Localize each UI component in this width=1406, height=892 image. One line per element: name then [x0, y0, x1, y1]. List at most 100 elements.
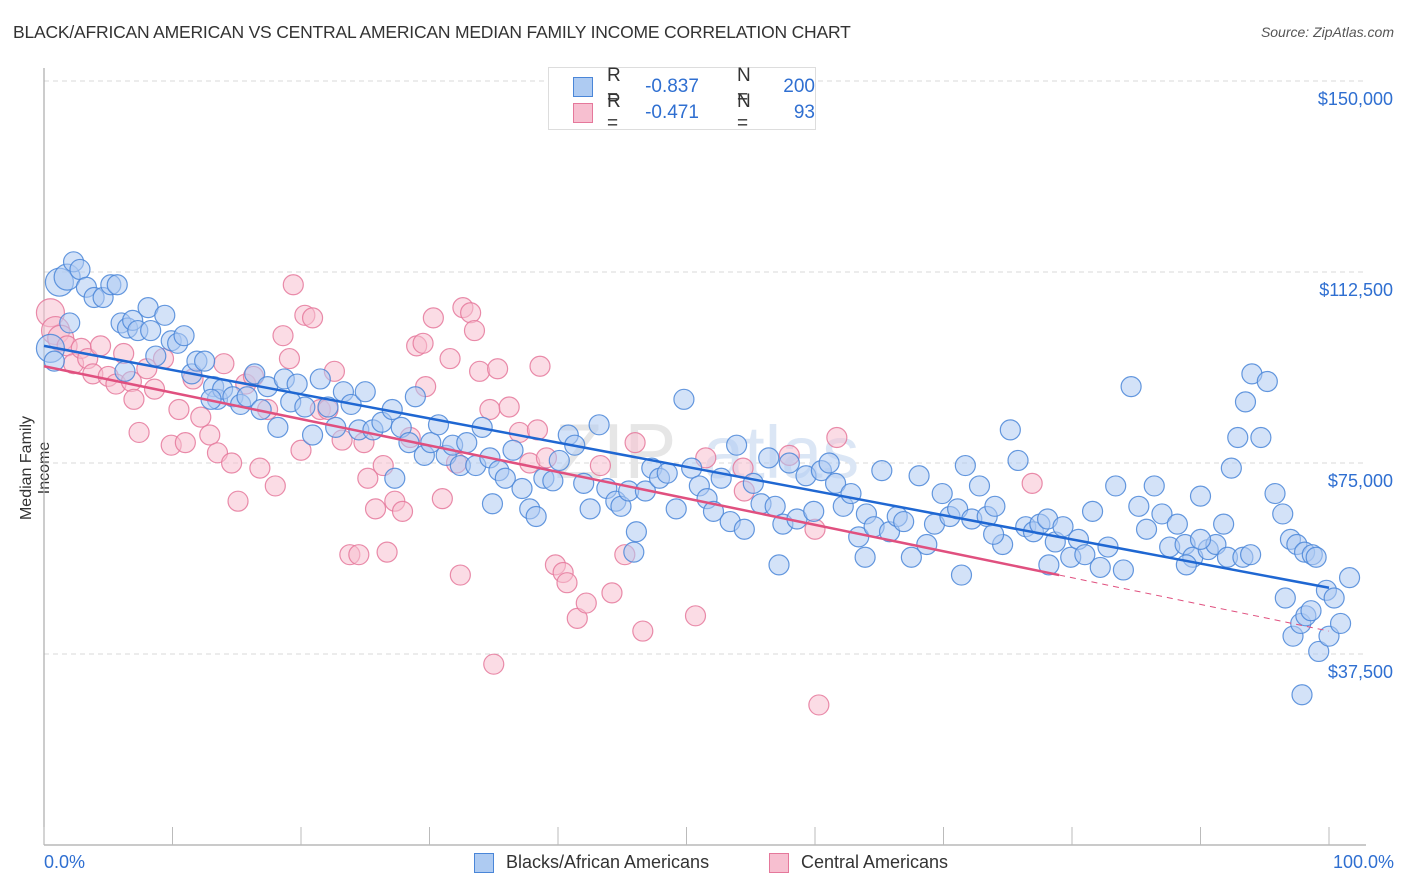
data-point-black-african-american	[673, 388, 695, 410]
data-point-black-african-american	[1105, 475, 1127, 497]
data-point-black-african-american	[59, 312, 81, 334]
data-point-central-american	[624, 432, 646, 454]
data-point-black-african-american	[1038, 554, 1060, 576]
data-point-central-american	[221, 452, 243, 474]
trend-lines	[43, 344, 1330, 632]
data-point-central-american	[469, 360, 491, 382]
data-point-central-american	[479, 398, 501, 421]
data-point-black-african-american	[893, 510, 915, 533]
data-point-central-american	[1021, 472, 1043, 494]
y-tick-label: $37,500	[1328, 662, 1393, 682]
data-point-black-african-american	[69, 258, 91, 281]
gridlines	[44, 80, 1366, 655]
data-point-black-african-american	[317, 396, 339, 418]
data-point-black-african-american	[908, 465, 930, 487]
data-point-black-african-american	[803, 500, 825, 522]
data-point-central-american	[168, 398, 190, 421]
data-point-black-african-american	[542, 470, 564, 492]
stats-row-central: R = -0.471 N = 93	[573, 91, 815, 134]
data-point-central-american	[508, 421, 531, 444]
data-point-central-american	[808, 694, 830, 716]
data-point-black-african-american	[742, 472, 764, 494]
data-point-black-african-american	[1234, 391, 1257, 413]
data-point-black-african-american	[768, 554, 790, 576]
data-point-black-african-american	[579, 498, 601, 520]
data-point-black-african-american	[1329, 612, 1352, 635]
data-point-central-american	[498, 396, 520, 418]
data-point-central-american	[463, 319, 486, 342]
data-point-black-african-american	[702, 500, 725, 522]
data-point-black-african-american	[824, 472, 847, 494]
trend-line-central	[43, 365, 1060, 577]
data-point-black-african-american	[494, 467, 516, 489]
r-label: R =	[606, 91, 621, 134]
data-point-central-american	[272, 325, 294, 347]
x-tick-label-min: 0.0%	[44, 852, 86, 872]
trend-line-blacks	[43, 344, 1330, 590]
data-point-black-african-american	[511, 477, 533, 500]
data-point-black-african-american	[1175, 554, 1197, 576]
data-point-black-african-american	[1074, 544, 1096, 566]
pink-swatch-icon	[769, 852, 789, 873]
data-point-black-african-american	[950, 564, 973, 586]
data-point-central-american	[290, 439, 312, 461]
data-point-central-american	[282, 274, 304, 296]
y-tick-label: $75,000	[1328, 471, 1393, 491]
axes	[43, 68, 1366, 846]
r-value: -0.471	[645, 102, 699, 123]
chart-title: BLACK/AFRICAN AMERICAN VS CENTRAL AMERIC…	[13, 22, 851, 42]
data-point-black-african-american	[481, 493, 504, 515]
data-point-black-african-american	[871, 460, 893, 482]
data-point-black-african-american	[1338, 566, 1361, 589]
data-point-central-american	[601, 582, 623, 604]
data-point-black-african-american	[1240, 544, 1262, 566]
data-point-black-african-american	[502, 439, 524, 461]
data-point-black-african-american	[145, 345, 167, 367]
r-value: -0.837	[645, 76, 699, 97]
data-point-black-african-american	[758, 447, 780, 469]
data-point-black-african-american	[309, 368, 331, 390]
data-point-central-american	[357, 467, 379, 489]
stats-row-blacks: R = -0.837 N = 200	[573, 65, 815, 108]
data-point-black-african-american	[1227, 426, 1249, 449]
data-point-central-american	[278, 347, 301, 370]
legend-item-central[interactable]: Central Americans	[769, 852, 948, 873]
data-point-black-african-american	[1135, 518, 1158, 540]
data-point-black-african-american	[140, 319, 162, 342]
data-point-black-african-american	[818, 452, 840, 474]
legend-item-blacks[interactable]: Blacks/African Americans	[474, 852, 709, 873]
data-point-black-african-american	[726, 434, 748, 456]
data-point-black-african-american	[854, 546, 876, 568]
stats-legend: R = -0.837 N = 200 R = -0.471 N = 93	[548, 65, 816, 134]
data-point-black-african-american	[294, 396, 316, 418]
data-point-black-african-american	[1291, 684, 1313, 706]
data-point-black-african-american	[1143, 475, 1165, 497]
data-point-black-african-american	[173, 325, 195, 347]
data-point-black-african-american	[1256, 370, 1278, 393]
data-point-central-american	[529, 355, 551, 377]
data-point-black-african-american	[1305, 546, 1327, 568]
data-point-black-african-american	[548, 449, 570, 472]
data-point-central-american	[575, 592, 597, 614]
data-point-central-american	[684, 605, 707, 627]
data-point-central-american	[632, 620, 654, 642]
data-point-black-african-american	[1220, 457, 1242, 479]
data-point-black-african-american	[1264, 482, 1286, 505]
n-label: N =	[736, 91, 751, 134]
data-point-central-american	[264, 475, 286, 497]
data-point-black-african-american	[194, 350, 216, 372]
data-point-black-african-american	[244, 363, 266, 385]
data-point-black-african-american	[384, 467, 406, 489]
r-label: R =	[606, 65, 621, 108]
blue-swatch-icon	[474, 852, 494, 873]
legend-label: Central Americans	[801, 852, 949, 872]
data-point-black-african-american	[984, 495, 1006, 517]
y-tick-label: $150,000	[1318, 89, 1393, 109]
data-point-black-african-american	[931, 482, 953, 505]
data-point-black-african-american	[623, 541, 645, 563]
data-point-black-african-american	[983, 523, 1005, 545]
data-point-central-american	[227, 490, 249, 512]
data-point-central-american	[89, 335, 112, 357]
data-point-black-african-american	[1166, 513, 1188, 535]
